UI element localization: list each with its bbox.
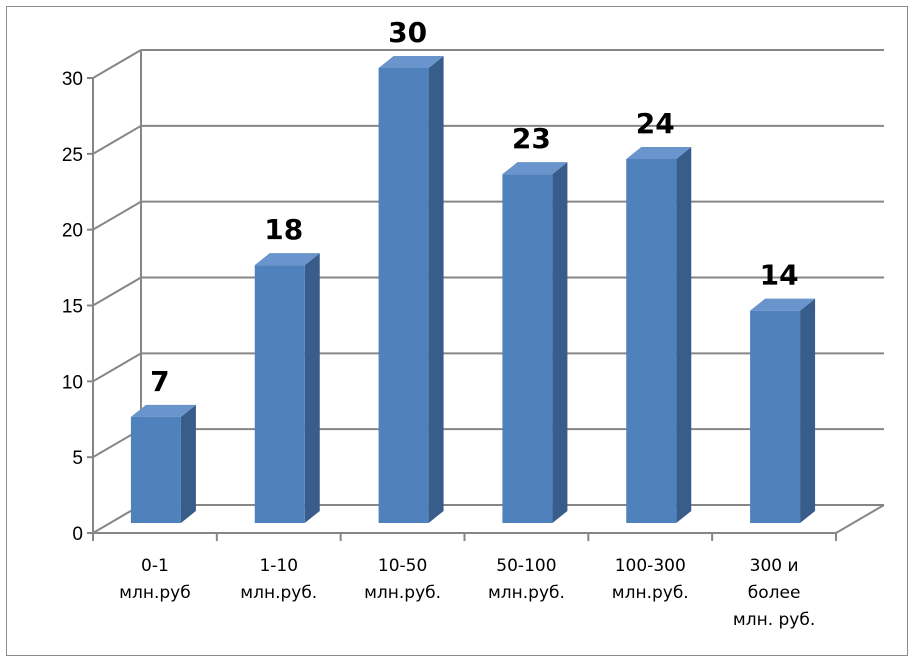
data-label: 7 (150, 365, 169, 398)
category-label: 0-1 (141, 556, 169, 576)
bar-side (304, 253, 320, 523)
bar-top (626, 147, 692, 159)
category-label: млн. руб. (733, 610, 815, 630)
category-label: млн.руб. (612, 583, 689, 603)
category-label: более (748, 583, 801, 603)
data-label: 30 (388, 16, 427, 49)
category-label: млн.руб. (364, 583, 441, 603)
y-tick-label: 30 (62, 69, 83, 90)
category-label: 1-10 (259, 556, 298, 576)
y-tick-label: 25 (62, 145, 83, 166)
bar (378, 68, 429, 523)
category-label: млн.руб. (240, 583, 317, 603)
y-tick-label: 10 (62, 372, 83, 393)
bar (130, 416, 181, 523)
bar-top (130, 404, 196, 417)
axis-layer: 0 5 10 15 20 25 30 (62, 69, 837, 545)
gridline-side (92, 276, 142, 307)
bar-top (378, 56, 444, 68)
category-label: 100-300 (615, 556, 686, 576)
category-label: 10-50 (378, 556, 427, 576)
bar-side (552, 162, 568, 523)
gridline-side (92, 49, 142, 79)
bar-side (428, 56, 444, 523)
bar-top (750, 298, 816, 311)
bar-top (254, 253, 320, 266)
bar (502, 174, 553, 523)
bar-side (676, 147, 692, 523)
data-label: 18 (264, 213, 303, 246)
data-label: 14 (760, 259, 799, 292)
floor-right-edge (835, 504, 885, 534)
bar-side (180, 404, 196, 523)
data-label: 24 (636, 107, 675, 140)
bar-top (502, 162, 568, 175)
category-label: млн.руб. (488, 583, 565, 603)
bar-side (800, 298, 816, 523)
bar-layer (130, 56, 816, 523)
category-label: 300 и (750, 556, 799, 576)
category-label: 50-100 (496, 556, 556, 576)
gridline-side (92, 124, 142, 155)
y-tick-label: 15 (62, 297, 83, 318)
bar (750, 310, 801, 523)
y-tick-label: 20 (62, 221, 83, 242)
category-label: млн.руб (119, 583, 191, 603)
label-layer: 7 0-1 млн.руб 18 1-10 млн.руб. 30 10-50 млн.руб.… (119, 16, 815, 630)
y-tick-label: 0 (72, 524, 83, 545)
y-tick-label: 5 (72, 448, 83, 469)
data-label: 23 (512, 122, 551, 155)
bar (254, 265, 305, 523)
gridline-side (92, 200, 142, 231)
gridline-side (92, 352, 142, 383)
bar (626, 159, 677, 523)
